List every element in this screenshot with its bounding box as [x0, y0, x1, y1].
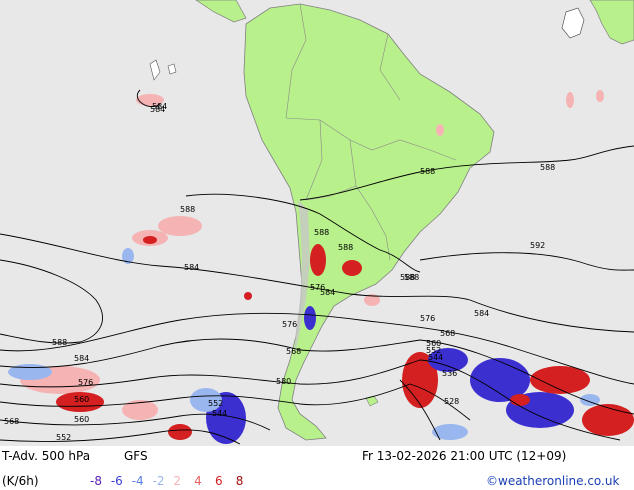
legend-scale-value: 8	[235, 474, 244, 488]
contour-label: 576	[420, 314, 435, 323]
contour-label: 588	[338, 243, 353, 252]
south-america-landmass	[243, 3, 495, 441]
contour-label: 588	[314, 228, 329, 237]
legend-datetime: Fr 13-02-2026 21:00 UTC (12+09)	[362, 449, 567, 463]
contour-label: 588	[400, 273, 415, 282]
advection-field	[8, 90, 634, 444]
contour-label: 560	[426, 339, 441, 348]
contour-label: 568	[4, 417, 19, 426]
contour-label: 588	[404, 273, 419, 282]
contour-label: 580	[276, 377, 291, 386]
contour-label: 544	[212, 409, 227, 418]
contour-label: 576	[310, 283, 325, 292]
contour-labels: 584 588 588 588 584 592 588 588 588 584 …	[4, 102, 555, 442]
contour-label: 568	[286, 347, 301, 356]
legend-scale-value: -4	[131, 474, 144, 488]
contour-label: 584	[152, 102, 167, 111]
andes-grey	[294, 200, 310, 360]
legend-scale-value: 2	[173, 474, 181, 488]
legend-scale-value: -8	[90, 474, 102, 488]
contour-label: 576	[78, 378, 93, 387]
contour-label: 584	[474, 309, 489, 318]
contour-label: 588	[540, 163, 555, 172]
legend-bar: T-Adv. 500 hPa GFS Fr 13-02-2026 21:00 U…	[0, 446, 634, 490]
contour-label: 544	[428, 353, 443, 362]
map-area: 584 588 588 588 584 592 588 588 588 584 …	[0, 0, 634, 446]
contour-label: 536	[442, 369, 457, 378]
island-small-topright	[561, 7, 585, 39]
legend-scale-value: -6	[110, 474, 123, 488]
contour-label: 560	[74, 415, 89, 424]
contour-label: 592	[530, 241, 545, 250]
legend-unit: (K/6h)	[2, 474, 39, 488]
map-canvas: 584 588 588 588 584 592 588 588 588 584 …	[0, 0, 634, 446]
contour-label: 568	[440, 329, 455, 338]
copyright-link[interactable]: ©weatheronline.co.uk	[486, 474, 620, 488]
legend-scale-value: 6	[214, 474, 223, 488]
contour-label: 560	[74, 395, 89, 404]
legend-scale-value: 4	[194, 474, 202, 488]
legend-model: GFS	[124, 449, 148, 463]
legend-scale-value: -2	[152, 474, 165, 488]
country-borders	[285, 3, 457, 261]
contour-label: 552	[56, 433, 71, 442]
contour-label: 588	[180, 205, 195, 214]
contour-label: 584	[320, 288, 335, 297]
height-contours	[0, 89, 634, 445]
contour-label: 584	[150, 105, 165, 114]
legend-title: T-Adv. 500 hPa	[2, 449, 91, 463]
contour-label: 528	[444, 397, 459, 406]
contour-label: 552	[426, 346, 441, 355]
contour-label: 552	[208, 399, 223, 408]
contour-label: 584	[184, 263, 199, 272]
central-america-landmass	[195, 0, 247, 23]
contour-label: 588	[52, 338, 67, 347]
legend-scale: -8 -6 -4 -2 2 4 6 8	[90, 474, 253, 488]
contour-label: 576	[282, 320, 297, 329]
africa-landmass	[589, 0, 634, 45]
contour-label: 588	[420, 167, 435, 176]
galapagos-islands	[149, 59, 177, 81]
contour-label: 584	[74, 354, 89, 363]
